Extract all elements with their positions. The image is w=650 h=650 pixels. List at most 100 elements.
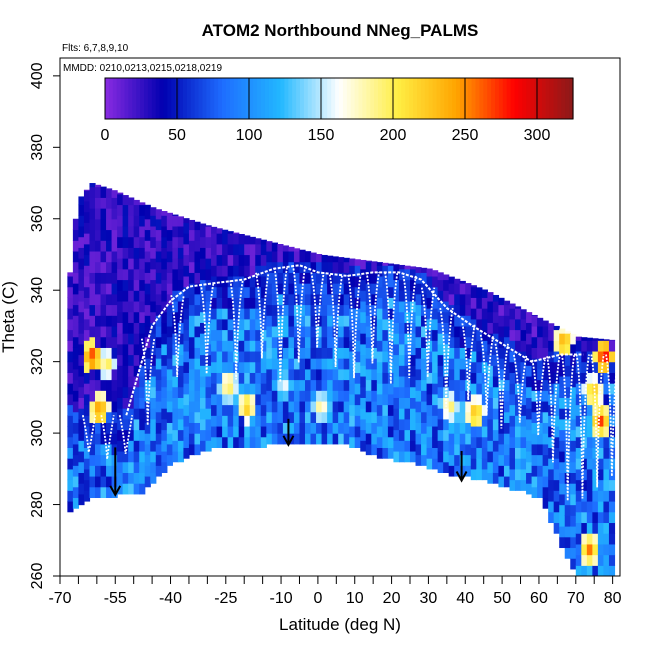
- heatmap-cell: [404, 300, 411, 313]
- heatmap-cell: [575, 479, 582, 491]
- heatmap-cell: [288, 368, 295, 381]
- heatmap-cell: [597, 361, 605, 373]
- heatmap-cell: [271, 347, 278, 359]
- heatmap-cell: [293, 272, 301, 284]
- heatmap-cell: [487, 429, 494, 441]
- heatmap-cell: [67, 383, 74, 395]
- heatmap-cell: [454, 400, 461, 413]
- heatmap-cell: [277, 244, 284, 252]
- heatmap-cell: [432, 404, 439, 416]
- heatmap-cell: [520, 458, 527, 470]
- heatmap-cell: [437, 418, 444, 431]
- heatmap-cell: [89, 240, 96, 252]
- heatmap-cell: [78, 236, 85, 248]
- heatmap-cell: [448, 368, 455, 381]
- heatmap-cell: [454, 358, 461, 370]
- heatmap-cell: [459, 368, 466, 381]
- heatmap-cell: [327, 283, 334, 295]
- heatmap-cell: [106, 272, 113, 284]
- heatmap-cell: [515, 425, 522, 438]
- heatmap-cell: [166, 304, 173, 316]
- heatmap-cell: [316, 433, 323, 445]
- heatmap-cell: [222, 361, 229, 373]
- heatmap-cell: [332, 272, 339, 284]
- heatmap-cell: [249, 286, 256, 298]
- heatmap-cell: [89, 475, 96, 488]
- colorbar-swatch: [331, 78, 336, 119]
- heatmap-cell: [95, 358, 102, 370]
- heatmap-cell: [150, 207, 157, 216]
- heatmap-cell: [111, 433, 118, 445]
- heatmap-cell: [227, 340, 234, 352]
- heatmap-cell: [150, 461, 157, 473]
- heatmap-cell: [227, 393, 234, 406]
- colorbar-swatch: [514, 78, 519, 119]
- heatmap-cell: [155, 229, 162, 241]
- heatmap-cell: [553, 393, 560, 406]
- heatmap-cell: [531, 325, 538, 338]
- heatmap-cell: [83, 404, 91, 416]
- heatmap-cell: [172, 268, 179, 281]
- heatmap-cell: [592, 543, 599, 556]
- heatmap-cell: [106, 315, 113, 327]
- heatmap-cell: [249, 275, 256, 288]
- heatmap-cell: [443, 365, 450, 377]
- heatmap-cell: [144, 261, 151, 273]
- heatmap-cell: [133, 333, 140, 345]
- heatmap-cell: [161, 225, 168, 238]
- heatmap-cell: [382, 329, 389, 341]
- heatmap-cell: [437, 397, 444, 409]
- heatmap-cell: [233, 350, 240, 363]
- heatmap-cell: [570, 375, 577, 388]
- heatmap-cell: [133, 461, 140, 473]
- heatmap-cell: [282, 390, 290, 402]
- heatmap-cell: [299, 433, 306, 445]
- heatmap-cell: [238, 393, 245, 406]
- heatmap-cell: [321, 254, 328, 263]
- heatmap-cell: [78, 196, 85, 206]
- heatmap-cell: [266, 400, 273, 413]
- heatmap-cell: [205, 311, 212, 323]
- heatmap-cell: [520, 318, 527, 331]
- colorbar-swatch: [569, 78, 574, 119]
- heatmap-cell: [553, 404, 560, 416]
- heatmap-cell: [155, 250, 162, 263]
- heatmap-cell: [343, 347, 350, 359]
- heatmap-cell: [117, 418, 124, 431]
- heatmap-cell: [487, 397, 494, 409]
- plot-area: [67, 183, 620, 576]
- heatmap-cell: [106, 475, 113, 488]
- heatmap-cell: [327, 400, 334, 413]
- heatmap-cell: [216, 404, 223, 416]
- heatmap-cell: [470, 361, 477, 373]
- heatmap-cell: [432, 275, 439, 288]
- heatmap-cell: [371, 261, 378, 263]
- heatmap-cell: [95, 475, 102, 488]
- heatmap-cell: [338, 390, 345, 402]
- heatmap-cell: [139, 354, 146, 366]
- heatmap-cell: [432, 329, 439, 341]
- heatmap-cell: [360, 386, 367, 398]
- heatmap-cell: [570, 515, 577, 527]
- heatmap-cell: [188, 433, 196, 445]
- heatmap-cell: [106, 400, 113, 413]
- colorbar-swatch: [342, 78, 348, 119]
- heatmap-cell: [575, 490, 582, 502]
- heatmap-cell: [608, 565, 616, 576]
- heatmap-cell: [139, 236, 146, 248]
- heatmap-cell: [305, 433, 312, 445]
- heatmap-cell: [410, 354, 417, 366]
- heatmap-cell: [128, 461, 135, 473]
- heatmap-cell: [387, 329, 395, 341]
- heatmap-cell: [520, 329, 527, 341]
- heatmap-cell: [277, 325, 284, 338]
- heatmap-cell: [459, 336, 466, 348]
- heatmap-cell: [597, 458, 605, 470]
- heatmap-cell: [166, 411, 173, 423]
- heatmap-cell: [509, 372, 516, 384]
- heatmap-cell: [222, 404, 229, 416]
- heatmap-cell: [205, 333, 212, 345]
- heatmap-cell: [89, 293, 96, 306]
- heatmap-cell: [559, 461, 566, 473]
- heatmap-cell: [454, 422, 461, 434]
